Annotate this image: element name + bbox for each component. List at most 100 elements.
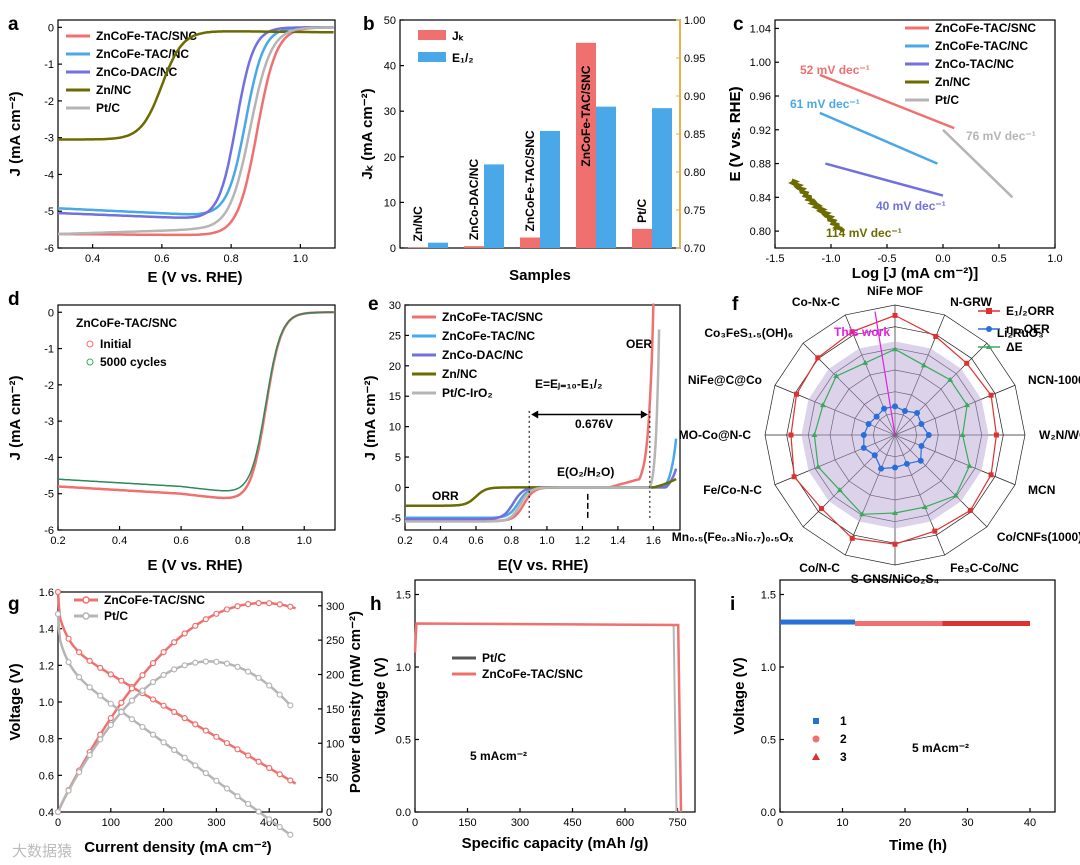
radar-point [903,460,910,467]
legend-label: ZnCoFe-TAC/SNC [104,593,205,607]
x-tick-label: -0.5 [878,253,897,265]
data-marker [266,682,273,689]
y-tick-label: 0.6 [39,770,54,782]
radar-point [865,421,872,428]
panel-c: c -1.5 -1.0 -0.5 0.0 0.5 1.0 0.80 0.84 0.88 0.92 0.… [727,14,1063,282]
x-tick-label: 200 [154,817,172,829]
y-axis-label: Voltage (V) [731,657,748,734]
bar-e12 [652,108,672,248]
legend-label: ΔE [1006,340,1023,354]
annotation: ORR [432,489,459,503]
x-tick-label: 1.0 [1047,253,1062,265]
panel-g: g 0 100 200 300 400 500 0.4 0.6 0.8 1.0 1.2 1.4 1.6 0 5… [7,587,364,856]
radar-point [947,376,954,382]
data-marker [171,639,178,646]
data-marker [287,603,294,610]
x-tick-label: 0.8 [223,253,238,265]
radar-point [819,402,826,408]
radar-point [988,472,994,478]
legend-label: Zn/NC [442,367,478,381]
x-tick-label: 1.4 [610,535,625,547]
data-marker [128,716,136,723]
data-marker [244,752,252,759]
legend-label: Pt/C [482,651,506,665]
radar-point [918,421,925,428]
data-marker [255,808,262,815]
data-marker [128,685,136,692]
data-marker [213,733,220,740]
panel-title: ZnCoFe-TAC/SNC [76,316,177,330]
panel-a: a 0.4 0.6 0.8 1.0 0 -1 -2 -3 -4 -5 -6 E (V vs. RHE) J… [7,14,336,286]
radar-point [860,444,867,451]
x-axis-label: Log [J (mA cm⁻²)] [852,265,979,282]
y-tick-label: 0.84 [750,192,771,204]
data-marker [128,697,136,704]
panel-letter: h [370,594,382,615]
data-marker [76,674,83,681]
radar-point [811,432,818,437]
radar-category-label: NCN-1000-5 [1028,373,1080,387]
y-axis-label: E (V vs. RHE) [727,86,744,181]
legend-label: ZnCoFe-TAC/NC [935,39,1028,53]
data-marker [118,677,125,684]
y-tick-label: -6 [44,243,54,255]
radar-point [988,392,994,398]
watermark: 大数据猿 [12,843,72,860]
panel-i: i 0 10 20 30 40 0.0 0.5 1.0 1.5 Time (h) Voltage (V… [730,579,1056,854]
y-tick-label: -5 [391,513,401,525]
data-marker [266,764,273,772]
radar-category-label: MCN [1028,483,1055,497]
data-marker [97,664,104,671]
data-marker [223,660,231,667]
tafel-slope-label: 40 mV dec⁻¹ [876,199,946,213]
y-tick-label: 0.8 [39,734,54,746]
y-tick-label: 15 [389,391,401,403]
y-tick-label: 40 [384,61,396,73]
legend-label: ZnCoFe-TAC/NC [442,329,535,343]
panel-letter: c [733,14,744,35]
x-tick-label: 0.6 [154,253,169,265]
y-tick-label: -1 [44,344,54,356]
bar-jk [520,237,540,248]
y-tick-label: 0.92 [750,125,771,137]
legend-label: Zn/NC [96,83,132,97]
tafel-line [819,73,955,130]
radar-point [964,402,971,408]
radar-point [788,432,794,438]
radar-category-label: NiFe MOF [867,284,923,298]
x-tick-label: 30 [961,817,973,829]
radar-point [952,492,959,498]
series-line [58,26,334,219]
y-tick-label: 5 [395,452,401,464]
data-marker [107,700,114,707]
cycling-band [855,621,943,626]
legend-label: Initial [100,337,131,351]
legend-label: Pt/C [104,609,128,623]
data-marker [213,610,220,617]
y-tick-label: -5 [44,206,54,218]
category-label: ZnCoFe-TAC/SNC [579,65,593,166]
bar-e12 [540,130,560,248]
radar-point [815,463,822,469]
y-axis-label: Voltage (V) [7,663,24,740]
discharge-curve [413,622,683,813]
data-marker [276,601,283,608]
x-tick-label: 0.6 [173,535,188,547]
bar-jk [632,228,652,248]
data-marker [160,649,167,656]
x-tick-label: 0.2 [50,535,65,547]
category-label: ZnCoFe-TAC/SNC [523,130,537,231]
panel-letter: i [730,594,735,615]
radar-point [859,511,866,517]
data-marker [107,715,114,722]
y-tick-label: -2 [44,96,54,108]
bar-jk [464,246,484,248]
x-tick-label: 150 [458,817,476,829]
x-axis-label: Samples [509,267,571,284]
data-marker [139,672,146,679]
data-marker [234,746,241,753]
data-marker [192,659,199,666]
data-marker [234,663,241,670]
panel-d: d 0.2 0.4 0.6 0.8 1.0 0 -1 -2 -3 -4 -5 -6 E (V vs. RH… [7,289,336,574]
y-tick-label: 0.4 [39,807,54,819]
